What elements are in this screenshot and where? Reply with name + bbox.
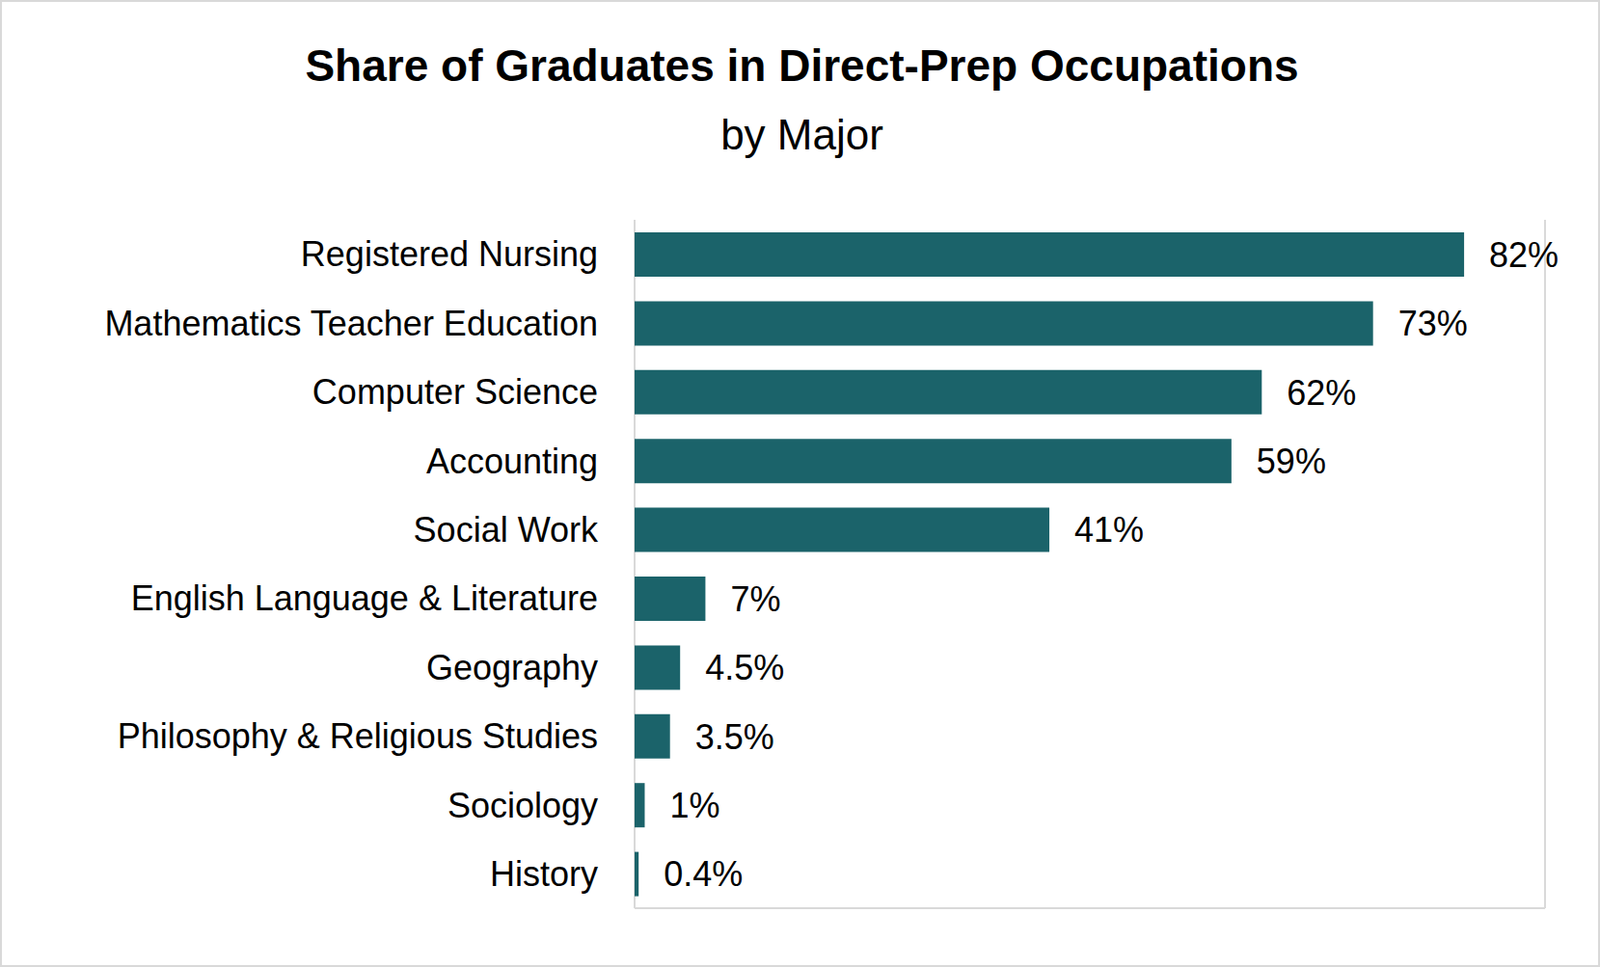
html-text:Share of Graduates in Direct-P: Share of Graduates in Direct-Prep Occupa… — [305, 40, 1299, 91]
svg-text:English Language & Literature: English Language & Literature — [131, 578, 598, 619]
svg-text:1%: 1% — [669, 786, 720, 826]
svg-text:Registered Nursing: Registered Nursing — [300, 234, 598, 274]
svg-text:Mathematics Teacher Education: Mathematics Teacher Education — [104, 303, 598, 344]
svg-text:7%: 7% — [730, 579, 781, 620]
html-text:by Major: by Major — [720, 110, 884, 159]
svg-text:Sociology: Sociology — [447, 786, 598, 826]
svg-text:62%: 62% — [1286, 373, 1356, 413]
svg-text:Philosophy & Religious Studies: Philosophy & Religious Studies — [117, 716, 598, 757]
svg-text:0.4%: 0.4% — [663, 854, 743, 895]
svg-text:Computer Science: Computer Science — [312, 372, 598, 412]
svg-text:4.5%: 4.5% — [705, 648, 785, 688]
svg-text:3.5%: 3.5% — [695, 717, 775, 758]
svg-text:82%: 82% — [1489, 235, 1559, 275]
svg-text:History: History — [489, 854, 598, 895]
svg-text:Geography: Geography — [426, 648, 598, 688]
svg-text:59%: 59% — [1256, 441, 1327, 482]
svg-text:73%: 73% — [1398, 303, 1468, 344]
svg-text:Social Work: Social Work — [413, 510, 599, 550]
svg-text:Accounting: Accounting — [426, 441, 598, 482]
svg-text:41%: 41% — [1074, 510, 1144, 550]
